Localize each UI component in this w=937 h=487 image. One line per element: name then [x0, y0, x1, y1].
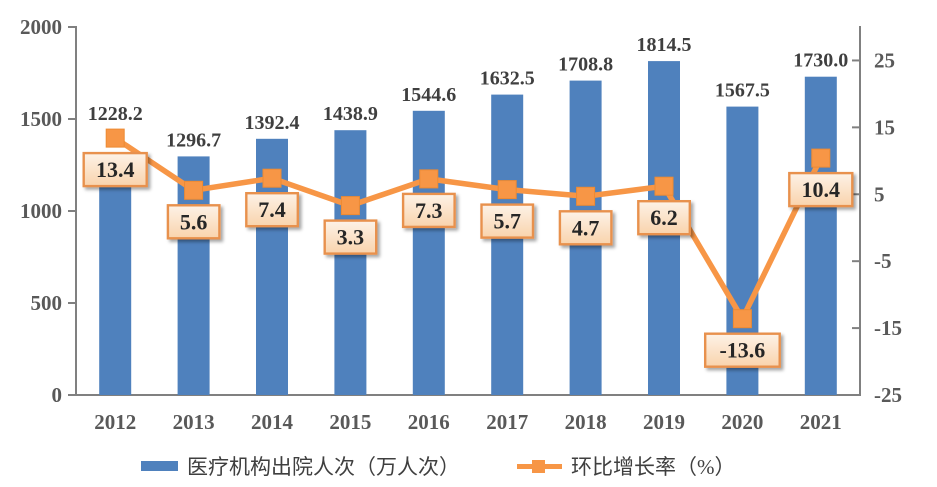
x-axis-year-label: 2016	[408, 410, 450, 434]
bar-value-label: 1228.2	[88, 103, 143, 125]
x-axis-year-label: 2012	[94, 410, 136, 434]
line-marker	[105, 128, 125, 148]
line-value-callout: -13.6	[704, 332, 781, 368]
line-marker	[811, 148, 831, 168]
x-axis-year-label: 2021	[800, 410, 842, 434]
line-series-label: 环比增长率（%）	[571, 455, 736, 479]
svg-text:5.6: 5.6	[180, 209, 208, 234]
bar-value-label: 1296.7	[166, 129, 221, 151]
svg-text:3.3: 3.3	[337, 225, 365, 250]
line-value-callout: 7.3	[401, 192, 456, 229]
line-marker	[262, 168, 282, 188]
bar-series-label: 医疗机构出院人次（万人次）	[187, 455, 460, 479]
chart-legend: 医疗机构出院人次（万人次） 环比增长率（%）	[0, 449, 937, 479]
svg-text:-13.6: -13.6	[719, 338, 765, 363]
svg-text:4.7: 4.7	[572, 215, 600, 240]
line-marker	[732, 309, 752, 329]
line-value-callout: 6.2	[637, 199, 691, 236]
line-value-callout: 5.6	[166, 204, 221, 240]
svg-text:10.4: 10.4	[802, 177, 841, 202]
bar-2016	[412, 110, 445, 396]
left-axis-tick-label: 0	[52, 383, 63, 407]
line-value-callout: 7.4	[245, 191, 300, 228]
bar-value-label: 1814.5	[637, 34, 692, 56]
bar-2015	[334, 130, 367, 395]
bar-value-label: 1730.0	[793, 50, 848, 72]
bar-2017	[491, 94, 524, 395]
left-axis-tick-label: 1500	[20, 107, 62, 131]
line-marker	[576, 186, 596, 206]
x-axis-year-label: 2019	[643, 410, 685, 434]
legend-item-line-series: 环比增长率（%）	[517, 451, 736, 481]
right-axis-tick-label: -5	[874, 249, 892, 273]
svg-text:5.7: 5.7	[493, 209, 521, 234]
left-axis-tick-label: 2000	[20, 15, 62, 39]
legend-item-bar-series: 医疗机构出院人次（万人次）	[141, 451, 460, 481]
line-marker	[419, 169, 439, 189]
right-axis-tick-label: -15	[874, 316, 902, 340]
svg-text:13.4: 13.4	[96, 157, 135, 182]
x-axis-year-label: 2013	[173, 410, 215, 434]
bar-value-label: 1544.6	[401, 84, 456, 106]
svg-text:7.3: 7.3	[415, 198, 443, 223]
svg-text:7.4: 7.4	[258, 197, 286, 222]
x-axis-year-label: 2015	[329, 410, 371, 434]
x-axis-year-label: 2020	[721, 410, 763, 434]
discharge-growth-combo-chart: 0 500 1000 1500 2000 -25 -15 -5 5 15 25 2012 2013 201…	[20, 15, 902, 434]
right-axis-tick-label: 25	[874, 48, 895, 72]
bar-series-swatch	[141, 461, 178, 471]
right-axis-tick-label: 5	[874, 182, 885, 206]
x-axis-year-label: 2018	[565, 410, 607, 434]
bar-value-label: 1438.9	[323, 103, 378, 125]
bar-value-label: 1567.5	[715, 80, 770, 102]
line-marker	[340, 196, 360, 216]
line-swatch-marker-icon	[532, 459, 545, 473]
right-axis-tick-label: 15	[874, 115, 895, 139]
line-value-callout: 4.7	[558, 210, 613, 246]
line-marker	[184, 180, 204, 200]
line-value-callout: 13.4	[82, 151, 148, 188]
line-series-swatch	[517, 459, 562, 473]
left-axis-tick-label: 1000	[20, 199, 62, 223]
line-value-callout: 10.4	[788, 171, 854, 208]
line-marker	[497, 180, 517, 200]
line-value-callout: 3.3	[323, 219, 378, 255]
right-axis-tick-label: -25	[874, 383, 902, 407]
x-axis-year-label: 2017	[486, 410, 528, 434]
growth-rate-line	[113, 135, 824, 322]
bar-value-label: 1708.8	[558, 54, 613, 76]
bar-2012	[99, 169, 132, 395]
bar-value-label: 1392.4	[245, 112, 300, 134]
svg-text:6.2: 6.2	[650, 205, 678, 230]
line-marker	[654, 176, 674, 196]
bar-2021	[804, 76, 837, 395]
bar-value-label: 1632.5	[480, 68, 535, 90]
left-axis-tick-label: 500	[31, 291, 63, 315]
line-value-callout: 5.7	[480, 203, 535, 239]
x-axis-year-label: 2014	[251, 410, 294, 434]
